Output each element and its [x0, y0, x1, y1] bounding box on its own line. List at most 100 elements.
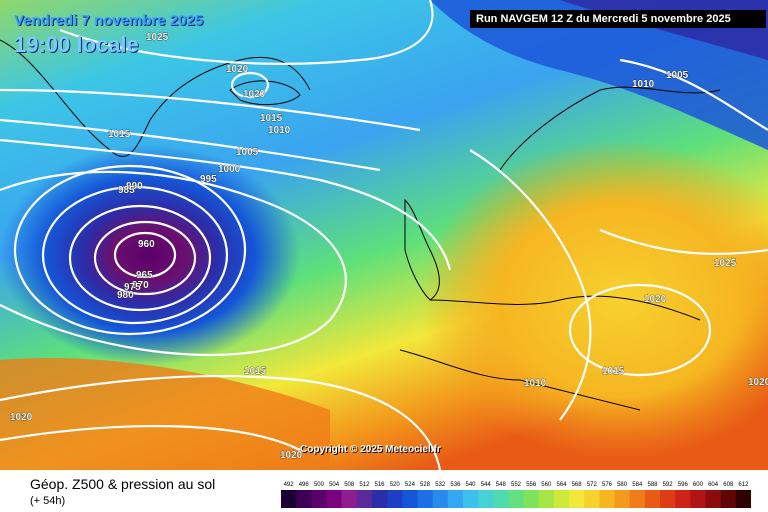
scale-tick-label: 536 [450, 482, 461, 488]
isobar-label: 985 [118, 185, 135, 196]
scale-tick-label: 608 [723, 482, 734, 488]
scale-swatch [735, 490, 751, 508]
scale-swatch [644, 490, 661, 508]
isobar-label: 1015 [108, 129, 131, 140]
scale-swatch [538, 490, 555, 508]
isobar-label: 1010 [268, 125, 291, 136]
atlantic-low [0, 145, 300, 365]
scale-tick-label: 516 [374, 482, 385, 488]
scale-swatch [372, 490, 388, 508]
isobar-label: 1005 [236, 147, 259, 158]
scale-tick-label: 532 [435, 482, 446, 488]
isobar-label: 1020 [748, 377, 768, 388]
scale-tick-label: 612 [738, 482, 749, 488]
isobar-label: 1025 [714, 258, 737, 269]
isobar-label: 965 [136, 270, 153, 281]
isobar-1015-europe [469, 149, 592, 421]
mediterranean-coast [399, 349, 641, 411]
scale-swatch [599, 490, 616, 508]
scale-swatch [584, 490, 600, 508]
isobar-label: 960 [138, 239, 155, 250]
scale-tick-label: 560 [541, 482, 552, 488]
isobar-965 [93, 220, 197, 296]
isobar-label: 1020 [644, 294, 667, 305]
isobar-label: 990 [126, 181, 143, 192]
isobar-label: 1010 [632, 79, 655, 90]
z500-color-scale: 492 496 500 504 508 512 516 520 524 528 532 536 540 5… [281, 482, 751, 508]
parameter-title: Géop. Z500 & pression au sol [30, 476, 216, 492]
northern-trough-area [430, 0, 768, 150]
scale-tick-label: 500 [314, 482, 325, 488]
scale-tick-label: 552 [511, 482, 522, 488]
scale-swatch [417, 490, 434, 508]
scale-swatch [296, 490, 312, 508]
scale-swatch [523, 490, 540, 508]
scale-tick-label: 548 [496, 482, 507, 488]
scale-tick-label: 504 [329, 482, 340, 488]
copyright-notice: Copyright © 2025 Meteociel.fr [300, 444, 441, 455]
scale-swatch [432, 490, 449, 508]
isobar-995 [0, 138, 452, 271]
isobar-label: 970 [132, 280, 149, 291]
scale-tick-label: 492 [284, 482, 295, 488]
isobar-label: 1015 [602, 366, 625, 377]
iceland-coast [229, 80, 301, 105]
scale-swatch [660, 490, 676, 508]
isobar-970 [68, 204, 212, 312]
scale-tick-label: 556 [526, 482, 537, 488]
scale-swatch [311, 490, 327, 508]
scale-swatch [402, 490, 418, 508]
european-ridge [420, 140, 768, 460]
scale-swatch [569, 490, 585, 508]
isobar-label: 980 [117, 290, 134, 301]
isobar-1015-south [0, 374, 442, 470]
scale-tick-label: 576 [602, 482, 613, 488]
scale-swatch [629, 490, 646, 508]
scale-tick-label: 508 [344, 482, 355, 488]
isobar-label: 1000 [218, 164, 241, 175]
scale-swatch [356, 490, 373, 508]
scale-swatch [690, 490, 707, 508]
isobar-label: 1010 [524, 378, 547, 389]
scale-swatch [281, 490, 297, 508]
isobar-1020-ring [230, 71, 270, 99]
isobar-label: 1015 [244, 366, 267, 377]
scale-tick-label: 568 [572, 482, 583, 488]
scale-tick-label: 564 [556, 482, 567, 488]
isobar-1025-east [599, 228, 768, 256]
scale-tick-label: 580 [617, 482, 628, 488]
scale-tick-label: 524 [405, 482, 416, 488]
isobar-label: 1020 [280, 450, 303, 461]
scale-tick-label: 512 [359, 482, 370, 488]
isobar-label: 1025 [146, 32, 169, 43]
scale-tick-label: 584 [632, 482, 643, 488]
forecast-date: Vendredi 7 novembre 2025 [14, 12, 204, 29]
forecast-lead: (+ 54h) [30, 495, 66, 507]
scale-swatch [478, 490, 494, 508]
isobar-1005-north [619, 58, 768, 131]
greenland-coast [0, 39, 311, 157]
scale-tick-label: 572 [587, 482, 598, 488]
scale-swatch [326, 490, 343, 508]
scale-tick-label: 588 [647, 482, 658, 488]
isobar-label: 975 [124, 282, 141, 293]
isobar-label: 995 [200, 174, 217, 185]
scandinavia-coast [499, 86, 721, 171]
isobar-label: 1020 [243, 89, 266, 100]
scale-swatch [675, 490, 691, 508]
z500-field-map: 1025 1020 1020 1015 1015 1010 1005 1000 … [0, 0, 768, 470]
scale-swatch [387, 490, 403, 508]
isobar-1025-north [59, 0, 434, 65]
scale-tick-label: 540 [465, 482, 476, 488]
isobar-label: 1020 [10, 412, 33, 423]
continental-coast [429, 295, 701, 321]
forecast-local-time: 19:00 locale [14, 32, 139, 57]
isobar-980 [13, 164, 247, 336]
scale-tick-label: 528 [420, 482, 431, 488]
scale-tick-label: 596 [678, 482, 689, 488]
scale-tick-label: 592 [663, 482, 674, 488]
isobar-label-layer: 1025 1020 1020 1015 1015 1010 1005 1000 … [10, 32, 768, 462]
scale-swatch [553, 490, 570, 508]
model-run-banner: Run NAVGEM 12 Z du Mercredi 5 novembre 2… [470, 10, 766, 28]
